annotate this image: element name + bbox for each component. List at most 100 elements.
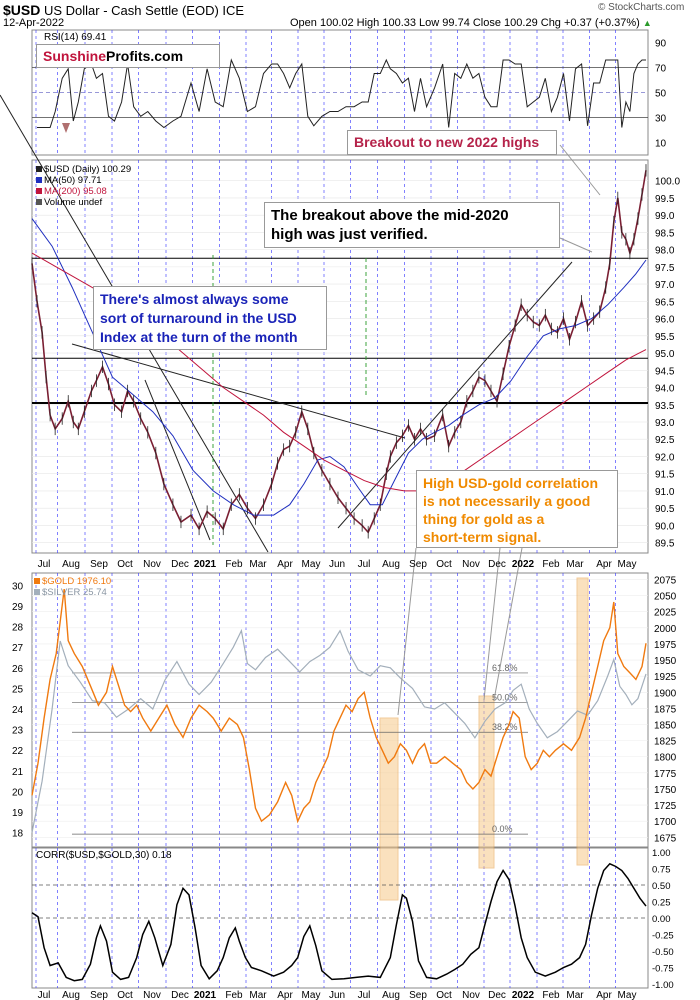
x-label-bottom-22: May (618, 990, 637, 1000)
gold-tick-label-2050: 2050 (654, 592, 677, 603)
corr-tick-label-0: -1.00 (652, 980, 674, 991)
rsi-tick-label-50: 50 (655, 89, 667, 100)
callout-pointer-2 (483, 547, 501, 701)
gold-tick-label-2000: 2000 (654, 624, 677, 635)
corr-legend: CORR($USD,$GOLD,30) 0.18 (36, 850, 172, 861)
silver-tick-label-26: 26 (12, 664, 24, 675)
silver-tick-label-19: 19 (12, 808, 24, 819)
gold-tick-label-1825: 1825 (654, 737, 677, 748)
rsi-tick-label-70: 70 (655, 64, 667, 75)
usd-tick-label-98.5: 98.5 (655, 228, 675, 239)
usd-tick-label-93: 93.0 (655, 418, 675, 429)
gold-tick-label-1750: 1750 (654, 785, 677, 796)
corr-tick-label-8: 1.00 (652, 848, 671, 859)
usd-tick-label-98: 98.0 (655, 246, 675, 257)
callout-turn-of-month: There's almost always some sort of turna… (93, 286, 327, 350)
x-label-bottom-10: May (302, 990, 321, 1000)
rsi-legend: RSI(14) 69.41 (44, 32, 107, 43)
x-label-top-0: Jul (38, 559, 51, 570)
x-label-bottom-5: Dec (171, 990, 189, 1000)
usd-tick-label-99: 99.0 (655, 211, 675, 222)
gold-tick-label-2075: 2075 (654, 575, 677, 586)
silver-tick-label-29: 29 (12, 602, 24, 613)
x-label-bottom-15: Oct (436, 990, 452, 1000)
x-label-top-13: Aug (382, 559, 400, 570)
x-label-top-17: Dec (488, 559, 506, 570)
gold-tick-label-1875: 1875 (654, 704, 677, 715)
fib-label-3: 0.0% (492, 824, 513, 834)
callout-turn-line2: sort of turnaround in the USD (100, 310, 297, 326)
x-label-bottom-3: Oct (117, 990, 133, 1000)
x-label-bottom-17: Dec (488, 990, 506, 1000)
quote-values: Open 100.02 High 100.33 Low 99.74 Close … (290, 17, 640, 29)
corr-tick-label-2: -0.50 (652, 947, 674, 958)
silver-tick-label-24: 24 (12, 705, 24, 716)
x-label-bottom-14: Sep (409, 990, 427, 1000)
silver-tick-label-18: 18 (12, 829, 24, 840)
usd-series-1 (31, 218, 647, 516)
usd-legend-3: Volume undef (44, 197, 102, 208)
usd-tick-label-90.5: 90.5 (655, 504, 675, 515)
x-label-top-11: Jun (329, 559, 345, 570)
x-label-bottom-4: Nov (143, 990, 161, 1000)
callout-pointer-3 (493, 547, 523, 701)
x-label-bottom-1: Aug (62, 990, 80, 1000)
usd-legend-swatch-3 (36, 199, 42, 205)
x-label-bottom-21: Apr (596, 990, 612, 1000)
usd-legend-swatch-0 (36, 166, 42, 172)
callout-correlation: High USD-gold correlation is not necessa… (416, 470, 618, 548)
symbol-description: US Dollar - Cash Settle (EOD) ICE (43, 3, 245, 18)
x-label-bottom-0: Jul (38, 990, 51, 1000)
callout-mid2020-line1: The breakout above the mid-2020 (271, 207, 509, 224)
x-label-bottom-20: Mar (566, 990, 584, 1000)
usd-legend-0: $USD (Daily) 100.29 (44, 164, 131, 175)
x-label-bottom-19: Feb (542, 990, 560, 1000)
gold-tick-label-1900: 1900 (654, 688, 677, 699)
x-label-bottom-18: 2022 (512, 990, 535, 1000)
corr-tick-label-4: 0.00 (652, 914, 671, 925)
usd-tick-label-93.5: 93.5 (655, 401, 675, 412)
callout-corr-line3: thing for gold as a (423, 511, 545, 527)
corr-tick-label-5: 0.25 (652, 897, 671, 908)
callout-pointer-5 (559, 237, 593, 253)
x-label-top-15: Oct (436, 559, 452, 570)
x-label-bottom-11: Jun (329, 990, 345, 1000)
silver-tick-label-21: 21 (12, 767, 24, 778)
corr-tick-label-1: -0.75 (652, 964, 674, 975)
gold-tick-label-1700: 1700 (654, 817, 677, 828)
gold-tick-label-1800: 1800 (654, 753, 677, 764)
x-label-top-1: Aug (62, 559, 80, 570)
logo-part2: Profits.com (106, 48, 184, 64)
x-label-top-6: 2021 (194, 559, 217, 570)
x-label-bottom-2: Sep (90, 990, 108, 1000)
x-label-bottom-16: Nov (462, 990, 480, 1000)
rsi-tick-label-30: 30 (655, 114, 667, 125)
usd-tick-label-92.5: 92.5 (655, 435, 675, 446)
x-label-top-16: Nov (462, 559, 480, 570)
x-label-bottom-6: 2021 (194, 990, 217, 1000)
x-label-top-7: Feb (225, 559, 243, 570)
silver-tick-label-28: 28 (12, 623, 24, 634)
x-label-top-21: Apr (596, 559, 612, 570)
x-label-top-12: Jul (358, 559, 371, 570)
x-label-top-3: Oct (117, 559, 133, 570)
callout-corr-line1: High USD-gold correlation (423, 475, 598, 491)
x-label-top-18: 2022 (512, 559, 535, 570)
gold-tick-label-1850: 1850 (654, 721, 677, 732)
fib-label-1: 50.0% (492, 693, 518, 703)
x-label-top-19: Feb (542, 559, 560, 570)
quote-line: Open 100.02 High 100.33 Low 99.74 Close … (290, 17, 652, 29)
usd-tick-label-95: 95.0 (655, 349, 675, 360)
silver-tick-label-23: 23 (12, 726, 24, 737)
gold-tick-label-1725: 1725 (654, 801, 677, 812)
logo-part1: Sunshine (43, 48, 107, 64)
sunshine-profits-logo: SunshineProfits.com (36, 44, 220, 68)
gold-line (31, 589, 647, 824)
x-label-top-8: Mar (249, 559, 267, 570)
usd-tick-label-97.5: 97.5 (655, 263, 675, 274)
usd-tick-label-94.5: 94.5 (655, 366, 675, 377)
usd-tick-label-97: 97.0 (655, 280, 675, 291)
x-label-top-20: Mar (566, 559, 584, 570)
corr-tick-label-6: 0.50 (652, 881, 671, 892)
